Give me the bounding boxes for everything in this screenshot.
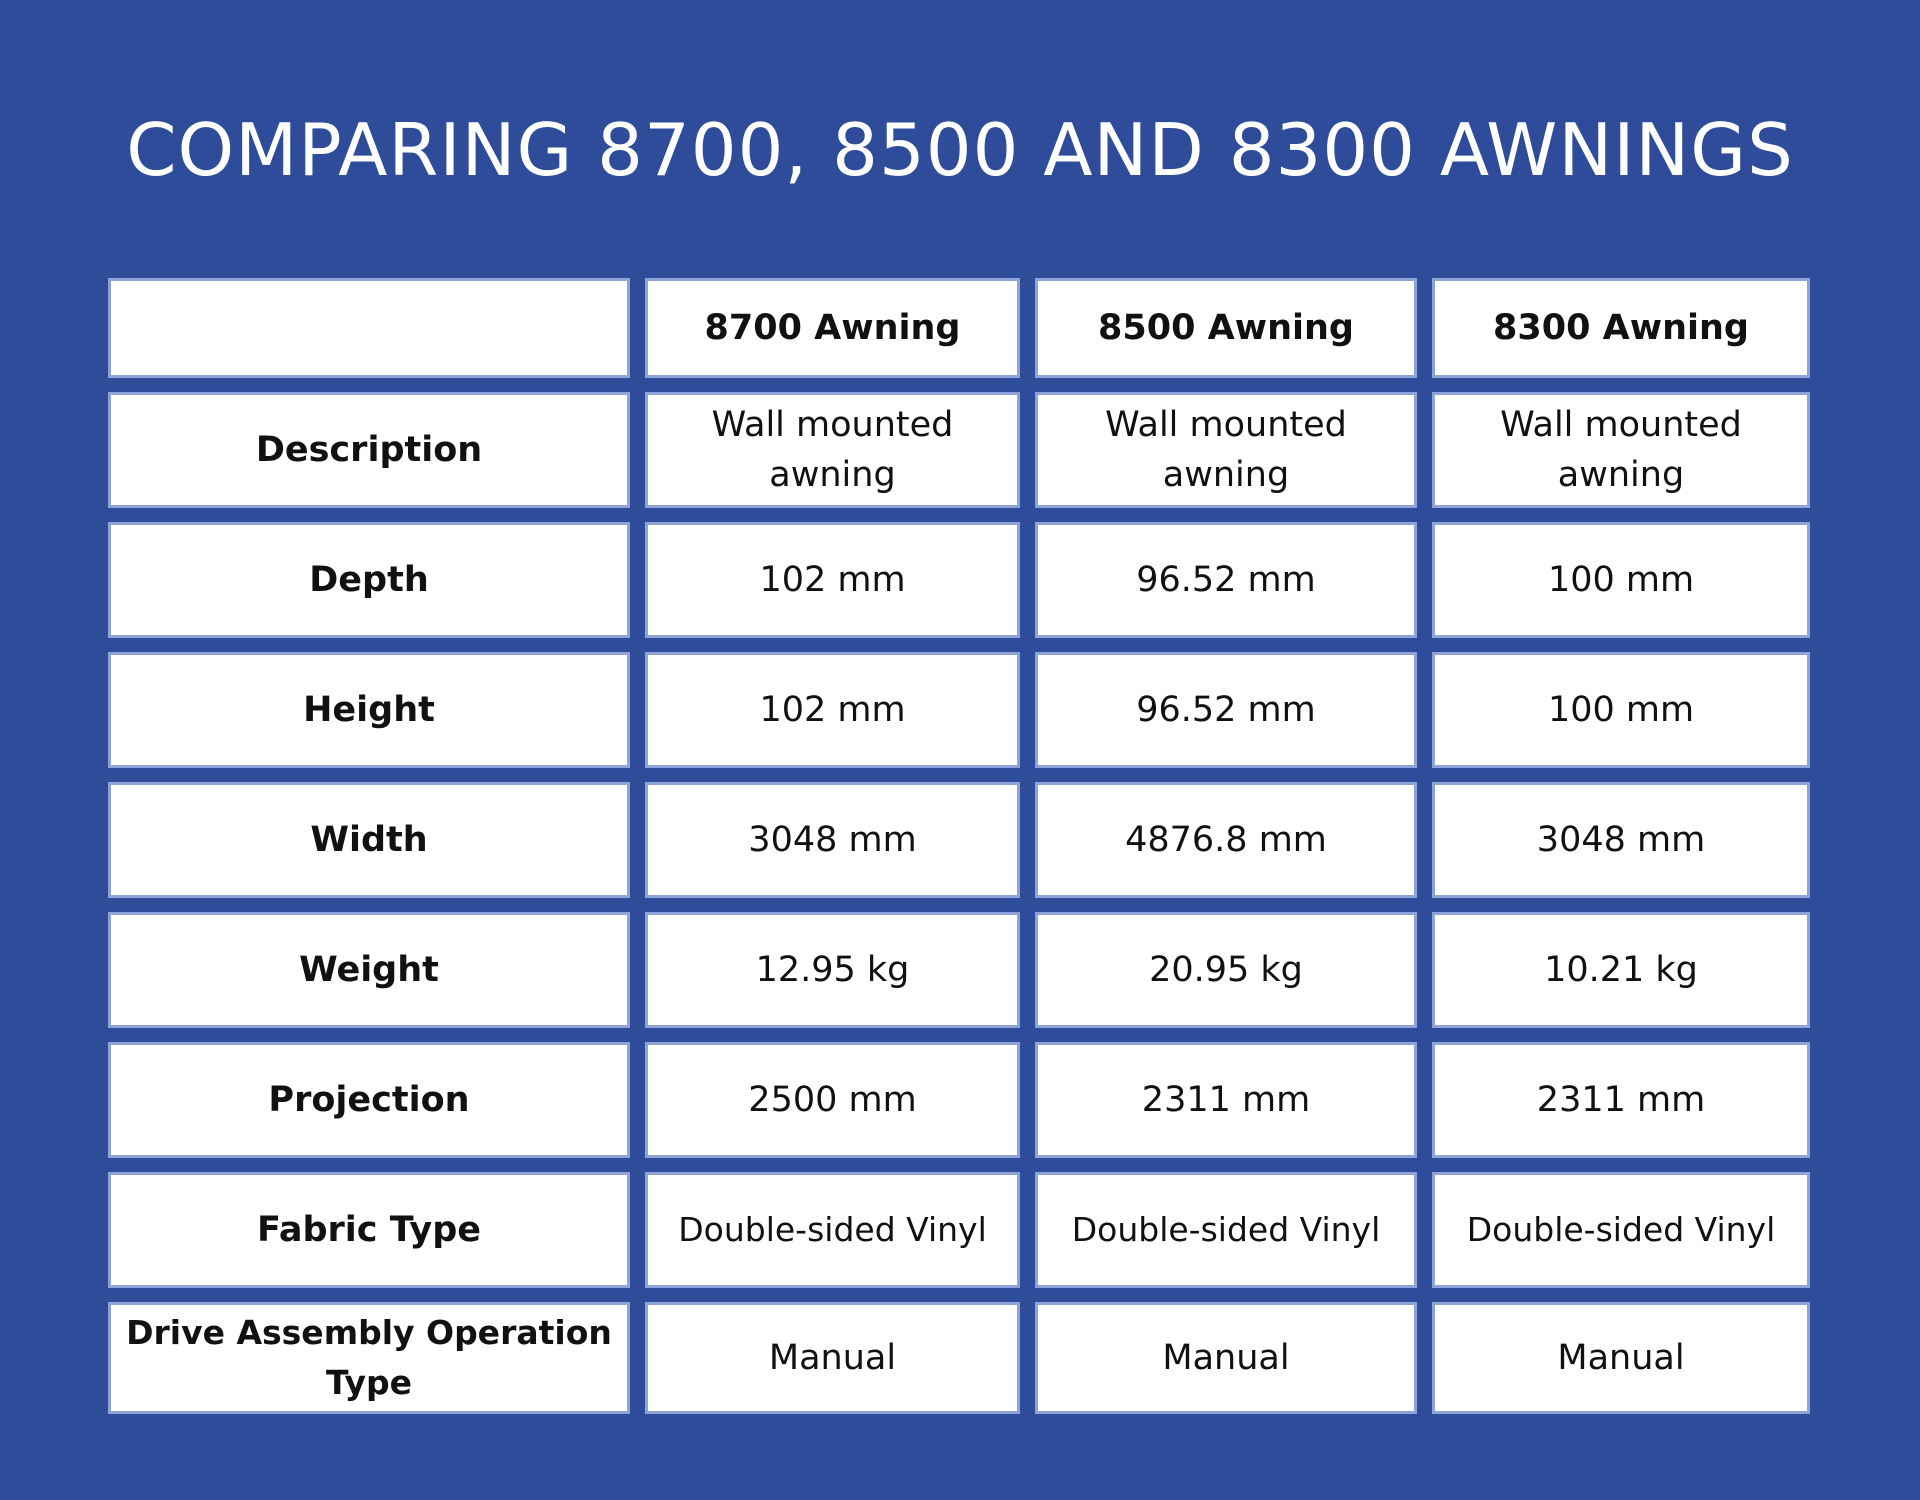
table-cell: 10.21 kg [1432, 912, 1810, 1028]
table-cell: Wall mounted awning [1432, 392, 1810, 508]
table-cell: Manual [645, 1302, 1020, 1414]
table-header-cell: 8500 Awning [1035, 278, 1417, 378]
row-label: Depth [108, 522, 630, 638]
row-label: Weight [108, 912, 630, 1028]
table-cell: Manual [1035, 1302, 1417, 1414]
table-cell: 2500 mm [645, 1042, 1020, 1158]
table-cell: 12.95 kg [645, 912, 1020, 1028]
table-cell: 2311 mm [1035, 1042, 1417, 1158]
table-cell: 2311 mm [1432, 1042, 1810, 1158]
table-cell: Double-sided Vinyl [1035, 1172, 1417, 1288]
row-label: Height [108, 652, 630, 768]
table-cell: 4876.8 mm [1035, 782, 1417, 898]
table-header-cell: 8700 Awning [645, 278, 1020, 378]
table-cell: 96.52 mm [1035, 652, 1417, 768]
table-cell: 3048 mm [1432, 782, 1810, 898]
table-cell: 100 mm [1432, 522, 1810, 638]
row-label: Fabric Type [108, 1172, 630, 1288]
table-cell: 3048 mm [645, 782, 1020, 898]
table-cell: Wall mounted awning [1035, 392, 1417, 508]
table-cell: 100 mm [1432, 652, 1810, 768]
table-cell: Wall mounted awning [645, 392, 1020, 508]
table-cell: Manual [1432, 1302, 1810, 1414]
table-cell: 96.52 mm [1035, 522, 1417, 638]
row-label: Width [108, 782, 630, 898]
table-cell: 102 mm [645, 652, 1020, 768]
table-cell: Double-sided Vinyl [645, 1172, 1020, 1288]
table-header-cell-empty [108, 278, 630, 378]
table-cell: 20.95 kg [1035, 912, 1417, 1028]
table-cell: 102 mm [645, 522, 1020, 638]
table-cell: Double-sided Vinyl [1432, 1172, 1810, 1288]
row-label: Drive Assembly Operation Type [108, 1302, 630, 1414]
row-label: Description [108, 392, 630, 508]
row-label: Projection [108, 1042, 630, 1158]
table-header-cell: 8300 Awning [1432, 278, 1810, 378]
page-title: COMPARING 8700, 8500 AND 8300 AWNINGS [126, 108, 1794, 192]
